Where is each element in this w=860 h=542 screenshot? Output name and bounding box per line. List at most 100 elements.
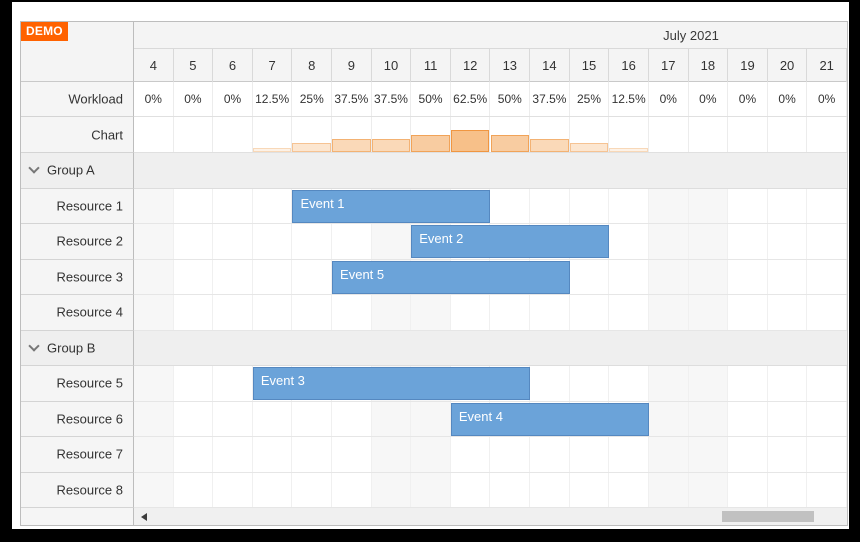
timeline-cell[interactable] (807, 401, 847, 436)
scroll-left-arrow-icon[interactable] (141, 513, 147, 521)
timeline-cell[interactable] (332, 472, 372, 507)
timeline-cell[interactable] (807, 472, 847, 507)
timeline-cell[interactable] (609, 472, 649, 507)
event-bar[interactable]: Event 5 (332, 260, 570, 294)
timeline-cell[interactable] (134, 366, 174, 401)
timeline-cell[interactable] (332, 401, 372, 436)
timeline-cell[interactable] (411, 437, 451, 472)
timeline-cell[interactable] (253, 472, 293, 507)
timeline-cell[interactable] (807, 224, 847, 259)
timeline-cell[interactable] (728, 437, 768, 472)
timeline-cell[interactable] (807, 295, 847, 330)
timeline-cell[interactable] (174, 188, 214, 223)
timeline-cell[interactable] (213, 366, 253, 401)
timeline-cell[interactable] (688, 259, 729, 294)
timeline-cell[interactable] (609, 295, 649, 330)
chevron-down-icon[interactable] (28, 162, 40, 174)
timeline-cell[interactable] (213, 295, 253, 330)
timeline-cell[interactable] (213, 259, 253, 294)
timeline-cell[interactable] (371, 401, 412, 436)
timeline-cell[interactable] (728, 366, 768, 401)
timeline-cell[interactable] (688, 437, 729, 472)
timeline-cell[interactable] (688, 366, 729, 401)
timeline-cell[interactable] (134, 188, 174, 223)
timeline-cell[interactable] (213, 224, 253, 259)
timeline-cell[interactable] (609, 188, 649, 223)
timeline-cell[interactable] (768, 401, 808, 436)
timeline-cell[interactable] (768, 472, 808, 507)
timeline-cell[interactable] (491, 437, 531, 472)
timeline-cell[interactable] (174, 401, 214, 436)
event-bar[interactable]: Event 4 (450, 402, 649, 436)
timeline-cell[interactable] (648, 437, 689, 472)
timeline-cell[interactable] (688, 472, 729, 507)
horizontal-scrollbar[interactable] (134, 508, 847, 525)
timeline-cell[interactable] (688, 401, 729, 436)
timeline-cell[interactable] (253, 224, 293, 259)
timeline-cell[interactable] (768, 259, 808, 294)
chevron-down-icon[interactable] (28, 340, 40, 352)
timeline-cell[interactable] (728, 401, 768, 436)
timeline-cell[interactable] (807, 437, 847, 472)
timeline-cell[interactable] (451, 472, 491, 507)
demo-badge[interactable]: DEMO (21, 22, 68, 41)
timeline-cell[interactable] (609, 259, 649, 294)
timeline-cell[interactable] (134, 224, 174, 259)
timeline-cell[interactable] (134, 437, 174, 472)
timeline-cell[interactable] (768, 437, 808, 472)
timeline-cell[interactable] (253, 295, 293, 330)
timeline-cell[interactable] (648, 366, 689, 401)
timeline-cell[interactable] (134, 472, 174, 507)
timeline-cell[interactable] (174, 437, 214, 472)
timeline-cell[interactable] (174, 259, 214, 294)
timeline-cell[interactable] (253, 188, 293, 223)
timeline-cell[interactable] (688, 188, 729, 223)
timeline-cell[interactable] (609, 437, 649, 472)
timeline-cell[interactable] (411, 472, 451, 507)
timeline-cell[interactable] (570, 472, 610, 507)
timeline-cell[interactable] (609, 366, 649, 401)
group-row-header[interactable]: Group A (21, 153, 134, 189)
event-bar[interactable]: Event 1 (292, 189, 491, 223)
timeline-cell[interactable] (213, 401, 253, 436)
event-bar[interactable]: Event 2 (411, 225, 610, 258)
timeline-cell[interactable] (768, 188, 808, 223)
timeline-cell[interactable] (174, 472, 214, 507)
timeline-cell[interactable] (530, 295, 570, 330)
timeline-cell[interactable] (648, 224, 689, 259)
timeline-cell[interactable] (174, 366, 214, 401)
timeline-cell[interactable] (292, 259, 333, 294)
timeline-cell[interactable] (253, 401, 293, 436)
timeline-cell[interactable] (570, 295, 610, 330)
timeline-cell[interactable] (609, 224, 649, 259)
scrollbar-thumb[interactable] (722, 511, 814, 522)
timeline-cell[interactable] (213, 437, 253, 472)
timeline-cell[interactable] (728, 188, 768, 223)
timeline-cell[interactable] (807, 366, 847, 401)
timeline-cell[interactable] (570, 437, 610, 472)
timeline-cell[interactable] (728, 472, 768, 507)
timeline-cell[interactable] (332, 437, 372, 472)
timeline-cell[interactable] (530, 437, 570, 472)
timeline-cell[interactable] (768, 295, 808, 330)
timeline-cell[interactable] (491, 188, 531, 223)
timeline-cell[interactable] (134, 295, 174, 330)
timeline-cell[interactable] (648, 188, 689, 223)
timeline-cell[interactable] (570, 188, 610, 223)
timeline-cell[interactable] (253, 259, 293, 294)
timeline-cell[interactable] (332, 295, 372, 330)
event-bar[interactable]: Event 3 (252, 367, 531, 400)
timeline-cell[interactable] (451, 437, 491, 472)
timeline-cell[interactable] (411, 401, 451, 436)
timeline-cell[interactable] (648, 295, 689, 330)
timeline-cell[interactable] (648, 259, 689, 294)
timeline-cell[interactable] (292, 437, 333, 472)
timeline-cell[interactable] (292, 295, 333, 330)
timeline-cell[interactable] (728, 295, 768, 330)
timeline-cell[interactable] (728, 224, 768, 259)
timeline-cell[interactable] (688, 224, 729, 259)
timeline-cell[interactable] (768, 366, 808, 401)
timeline-cell[interactable] (292, 224, 333, 259)
timeline-cell[interactable] (570, 366, 610, 401)
timeline-cell[interactable] (371, 295, 412, 330)
